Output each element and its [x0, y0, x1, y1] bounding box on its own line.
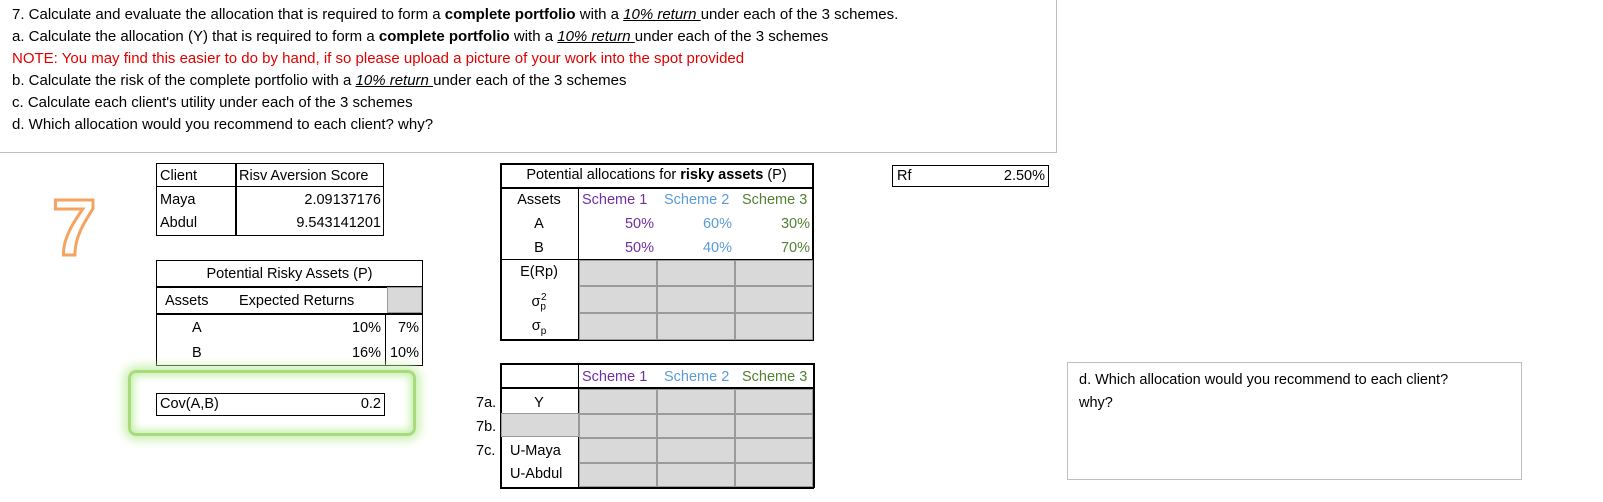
question-number-7: 7 [51, 183, 98, 272]
erp-label: E(Rp) [520, 264, 558, 280]
asset-a: A [192, 320, 202, 336]
risk-scheme-3-cell[interactable] [735, 414, 813, 438]
answer-scheme-1-header: Scheme 1 [582, 369, 648, 385]
risk-aversion-abdul[interactable]: 9.543141201 [296, 215, 381, 231]
highlight-marker [128, 370, 416, 436]
question-7d: d. Which allocation would you recommend … [12, 116, 434, 133]
assets-header: Assets [165, 293, 209, 309]
risky-assets-table: Potential Risky Assets (P) Assets Expect… [156, 260, 423, 366]
sd-scheme-2-cell[interactable] [657, 313, 735, 340]
question-box: 7. Calculate and evaluate the allocation… [0, 0, 1057, 153]
cov-label: Cov(A,B) [160, 396, 219, 412]
risk-aversion-header: Risv Aversion Score [239, 168, 369, 184]
u-maya-scheme-1-cell[interactable] [579, 438, 657, 463]
rf-label: Rf [897, 168, 912, 184]
u-abdul-scheme-1-cell[interactable] [579, 463, 657, 487]
variance-scheme-1-cell[interactable] [579, 286, 657, 313]
y-label: Y [534, 395, 544, 411]
erp-scheme-2-cell[interactable] [657, 260, 735, 286]
client-name-maya: Maya [160, 192, 196, 208]
answer-scheme-3-header: Scheme 3 [742, 369, 808, 385]
risk-aversion-maya[interactable]: 2.09137176 [304, 192, 381, 208]
alloc-a-scheme-2[interactable]: 60% [702, 216, 732, 232]
client-table: Client Risv Aversion Score Maya 2.091371… [156, 163, 384, 236]
header-blank-cell [387, 287, 422, 313]
u-abdul-scheme-2-cell[interactable] [657, 463, 735, 487]
variance-scheme-2-cell[interactable] [657, 286, 735, 313]
alloc-assets-header: Assets [517, 192, 561, 208]
u-maya-label: U-Maya [510, 443, 561, 459]
alloc-asset-b: B [534, 240, 544, 256]
asset-b-sd[interactable]: 10% [389, 345, 419, 361]
alloc-a-scheme-3[interactable]: 30% [780, 216, 810, 232]
answer-table: Scheme 1 Scheme 2 Scheme 3 7a. 7b. 7c. Y… [470, 363, 815, 489]
erp-scheme-1-cell[interactable] [579, 260, 657, 286]
rf-value[interactable]: 2.50% [1003, 168, 1045, 184]
cov-value[interactable]: 0.2 [360, 396, 381, 412]
question-note: NOTE: You may find this easier to do by … [12, 50, 745, 67]
u-maya-scheme-2-cell[interactable] [657, 438, 735, 463]
cov-row: Cov(A,B) 0.2 [156, 393, 385, 416]
asset-b-return[interactable]: 16% [351, 345, 381, 361]
label-7b: 7b. [476, 419, 497, 435]
alloc-a-scheme-1[interactable]: 50% [624, 216, 654, 232]
alloc-scheme-2-header: Scheme 2 [664, 192, 730, 208]
answer-7b-label-cell[interactable] [501, 413, 579, 437]
y-scheme-1-cell[interactable] [579, 389, 657, 414]
rf-row: Rf 2.50% [892, 165, 1049, 187]
alloc-scheme-1-header: Scheme 1 [582, 192, 648, 208]
question-7c: c. Calculate each client's utility under… [12, 94, 413, 111]
u-maya-scheme-3-cell[interactable] [735, 438, 813, 463]
allocation-title: Potential allocations for risky assets (… [526, 167, 787, 183]
sd-label: σp [531, 318, 547, 337]
alloc-scheme-3-header: Scheme 3 [742, 192, 808, 208]
erp-scheme-3-cell[interactable] [735, 260, 813, 286]
risky-assets-title: Potential Risky Assets (P) [206, 266, 373, 282]
alloc-b-scheme-3[interactable]: 70% [780, 240, 810, 256]
question-7a: a. Calculate the allocation (Y) that is … [12, 28, 829, 45]
recommendation-line-2: why? [1079, 395, 1113, 411]
question-7: 7. Calculate and evaluate the allocation… [12, 6, 899, 23]
allocation-table: Potential allocations for risky assets (… [500, 163, 814, 341]
risk-scheme-1-cell[interactable] [579, 414, 657, 438]
y-scheme-2-cell[interactable] [657, 389, 735, 414]
asset-b: B [192, 345, 202, 361]
answer-scheme-2-header: Scheme 2 [664, 369, 730, 385]
alloc-b-scheme-1[interactable]: 50% [624, 240, 654, 256]
expected-returns-header: Expected Returns [239, 293, 355, 309]
recommendation-box[interactable]: d. Which allocation would you recommend … [1067, 362, 1522, 480]
alloc-asset-a: A [534, 216, 544, 232]
client-name-abdul: Abdul [160, 215, 198, 231]
alloc-b-scheme-2[interactable]: 40% [702, 240, 732, 256]
y-scheme-3-cell[interactable] [735, 389, 813, 414]
asset-a-sd[interactable]: 7% [398, 320, 419, 336]
variance-label: σp2 [531, 292, 547, 313]
asset-a-return[interactable]: 10% [351, 320, 381, 336]
variance-scheme-3-cell[interactable] [735, 286, 813, 313]
sd-scheme-1-cell[interactable] [579, 313, 657, 340]
sd-scheme-3-cell[interactable] [735, 313, 813, 340]
label-7c: 7c. [476, 443, 496, 459]
risk-scheme-2-cell[interactable] [657, 414, 735, 438]
u-abdul-scheme-3-cell[interactable] [735, 463, 813, 487]
label-7a: 7a. [476, 395, 497, 411]
u-abdul-label: U-Abdul [510, 466, 563, 482]
client-header: Client [160, 168, 198, 184]
question-7b: b. Calculate the risk of the complete po… [12, 72, 627, 89]
recommendation-line-1: d. Which allocation would you recommend … [1079, 372, 1449, 388]
